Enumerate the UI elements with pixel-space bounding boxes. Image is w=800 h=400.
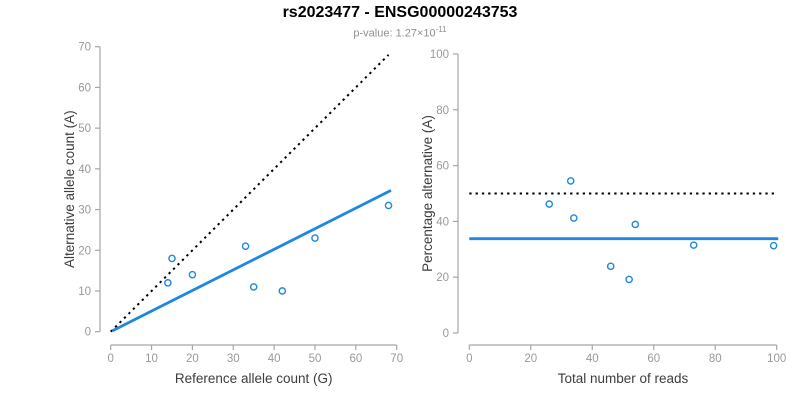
scatter-allele-counts: 0 10 20 30 40 50 60 70 0 10 20 30 40 50 60 70 Reference …: [62, 42, 403, 386]
y-tick-label: 20: [78, 245, 91, 257]
y-tick-label: 100: [430, 49, 449, 61]
y-tick-label: 80: [436, 105, 449, 117]
data-point: [278, 287, 287, 295]
data-point: [241, 242, 250, 250]
x-tick-label: 40: [268, 353, 281, 365]
y-tick-label: 0: [443, 328, 449, 340]
pvalue-exponent: -11: [435, 25, 447, 34]
data-point: [168, 254, 176, 263]
x-tick-label: 60: [349, 353, 362, 365]
y-axis-label: Percentage alternative (A): [420, 115, 435, 272]
y-axis-label: Alternative allele count (A): [62, 110, 77, 268]
x-axis-label: Reference allele count (G): [175, 371, 333, 386]
pvalue-text: p-value: 1.27×10: [353, 27, 436, 40]
figure-title: rs2023477 - ENSG00000243753: [282, 4, 518, 21]
y-tick-label: 40: [436, 216, 449, 228]
data-point: [311, 234, 319, 242]
x-tick-label: 30: [227, 353, 240, 365]
data-point: [769, 241, 778, 250]
y-tick-label: 20: [436, 272, 449, 284]
y-tick-label: 0: [85, 327, 91, 339]
data-point: [631, 220, 640, 229]
data-point: [689, 241, 698, 249]
x-tick-label: 70: [390, 353, 403, 365]
x-tick-label: 0: [107, 353, 113, 365]
data-point: [384, 201, 393, 210]
x-tick-label: 20: [186, 353, 199, 365]
x-tick-label: 100: [767, 353, 786, 365]
x-tick-label: 20: [524, 353, 537, 365]
data-point: [545, 200, 554, 208]
x-tick-label: 40: [586, 353, 599, 365]
scatter-percentage: 0 20 40 60 80 100 0 20 40 60 80 100 Total number of …: [420, 49, 786, 386]
y-tick-label: 60: [78, 82, 91, 94]
regression-line: [111, 189, 392, 333]
data-point: [188, 270, 197, 279]
y-tick-label: 60: [436, 161, 449, 173]
identity-line: [109, 54, 390, 333]
data-point: [566, 177, 575, 185]
x-tick-label: 80: [709, 353, 722, 365]
figure-subtitle: p-value: 1.27×10-11: [0, 25, 800, 40]
x-tick-label: 0: [466, 353, 472, 365]
data-point: [249, 283, 258, 291]
y-tick-label: 40: [78, 164, 91, 176]
data-point: [625, 275, 633, 284]
data-point: [606, 262, 615, 271]
x-tick-label: 60: [647, 353, 660, 365]
y-tick-label: 10: [78, 286, 91, 298]
data-point: [164, 279, 172, 287]
x-axis-label: Total number of reads: [558, 371, 689, 386]
x-tick-label: 10: [145, 353, 158, 365]
y-tick-label: 30: [78, 205, 91, 217]
data-point: [570, 214, 578, 222]
y-tick-label: 50: [78, 123, 91, 135]
y-tick-label: 70: [78, 42, 91, 54]
x-tick-label: 50: [309, 353, 322, 365]
